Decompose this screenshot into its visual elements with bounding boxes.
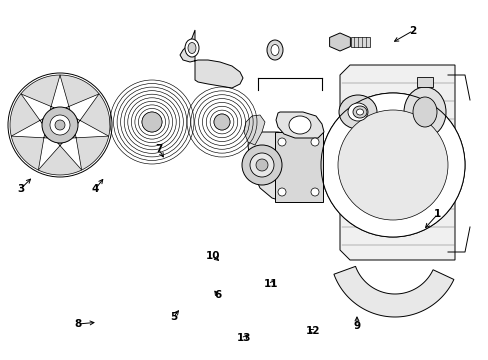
Circle shape (214, 114, 229, 130)
Text: 1: 1 (433, 209, 440, 219)
Polygon shape (180, 30, 243, 88)
Text: 8: 8 (75, 319, 81, 329)
Ellipse shape (338, 95, 376, 129)
Ellipse shape (403, 87, 445, 137)
Polygon shape (244, 115, 264, 145)
Polygon shape (38, 143, 81, 175)
Circle shape (310, 188, 318, 196)
Ellipse shape (412, 97, 436, 127)
Polygon shape (10, 94, 43, 136)
Polygon shape (11, 134, 47, 170)
Circle shape (50, 115, 70, 135)
Polygon shape (77, 94, 110, 136)
Polygon shape (274, 132, 323, 202)
Ellipse shape (288, 116, 310, 134)
Text: 5: 5 (170, 312, 177, 322)
Text: 4: 4 (91, 184, 99, 194)
Circle shape (42, 107, 78, 143)
Text: 9: 9 (353, 321, 360, 331)
Ellipse shape (184, 39, 199, 57)
Circle shape (278, 138, 285, 146)
Polygon shape (275, 112, 324, 138)
Polygon shape (416, 77, 432, 87)
Ellipse shape (347, 103, 367, 121)
Circle shape (320, 93, 464, 237)
Text: 10: 10 (205, 251, 220, 261)
Text: 11: 11 (264, 279, 278, 289)
Ellipse shape (270, 45, 279, 55)
Text: 2: 2 (409, 26, 416, 36)
Polygon shape (333, 266, 453, 317)
Circle shape (320, 93, 464, 237)
Text: 13: 13 (237, 333, 251, 343)
Circle shape (337, 110, 447, 220)
Polygon shape (329, 33, 350, 51)
Text: 3: 3 (17, 184, 24, 194)
Text: 12: 12 (305, 326, 320, 336)
Circle shape (337, 110, 447, 220)
Circle shape (256, 159, 267, 171)
Polygon shape (247, 130, 319, 202)
Ellipse shape (266, 40, 283, 60)
Circle shape (55, 120, 65, 130)
Ellipse shape (187, 42, 196, 54)
Text: 7: 7 (155, 144, 163, 154)
Circle shape (278, 188, 285, 196)
Ellipse shape (352, 106, 366, 118)
Circle shape (249, 153, 273, 177)
Circle shape (142, 112, 162, 132)
Polygon shape (72, 134, 108, 170)
Circle shape (242, 145, 282, 185)
Ellipse shape (356, 109, 363, 115)
Polygon shape (21, 75, 60, 110)
Polygon shape (339, 65, 454, 260)
Polygon shape (350, 37, 369, 47)
Polygon shape (60, 75, 99, 110)
Text: 6: 6 (214, 290, 221, 300)
Circle shape (310, 138, 318, 146)
